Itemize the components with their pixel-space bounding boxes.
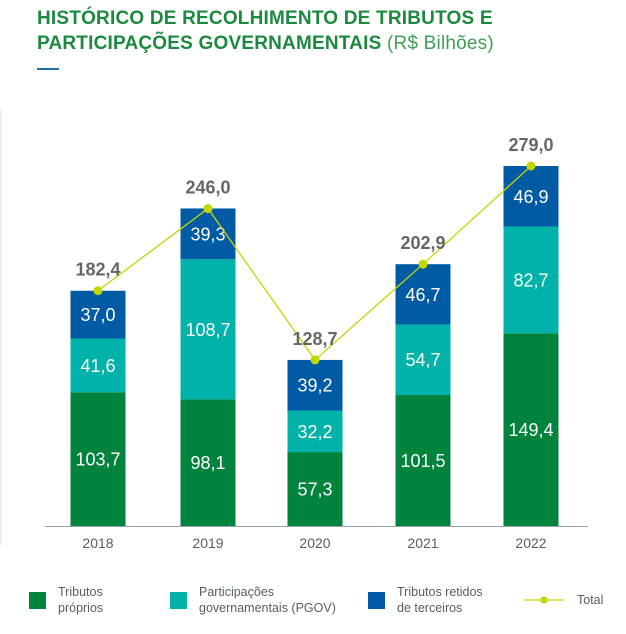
title-underline <box>37 68 59 70</box>
total-point <box>526 161 536 171</box>
legend-swatch-participacoes <box>170 592 187 609</box>
bar-segment <box>287 359 343 411</box>
total-value-label: 202,9 <box>400 233 445 253</box>
legend-label-tributos-proprios: Tributos próprios <box>58 585 104 615</box>
bar-value-label: 32,2 <box>297 422 332 442</box>
title-line-2: PARTICIPAÇÕES GOVERNAMENTAIS (R$ Bilhões… <box>37 31 617 56</box>
bar-value-label: 39,3 <box>190 224 225 244</box>
x-tick-label: 2019 <box>192 535 223 551</box>
legend-item-total: Total <box>524 592 603 608</box>
total-point <box>418 259 428 269</box>
stacked-bar-chart: 103,7 41,6 37,0 2018 98,1 108,7 39,3 2019 57,3 32… <box>0 110 588 551</box>
bar-segment <box>503 333 559 526</box>
x-tick-label: 2021 <box>407 535 438 551</box>
legend-item-participacoes: Participações governamentais (PGOV) <box>170 584 336 616</box>
title-line-2-text: PARTICIPAÇÕES GOVERNAMENTAIS <box>37 33 382 54</box>
x-tick-label: 2020 <box>299 535 330 551</box>
title-line-1: HISTÓRICO DE RECOLHIMENTO DE TRIBUTOS E <box>37 8 493 29</box>
bar-value-label: 108,7 <box>185 320 230 340</box>
bar-segment <box>395 264 451 325</box>
bar-value-label: 46,7 <box>405 285 440 305</box>
total-value-label: 182,4 <box>75 260 120 280</box>
bar-segment <box>70 392 126 526</box>
bar-value-label: 103,7 <box>75 450 120 470</box>
bar-segment <box>503 226 559 334</box>
title-unit: (R$ Bilhões) <box>386 33 494 54</box>
x-tick-label: 2018 <box>82 535 113 551</box>
bar-value-label: 98,1 <box>190 453 225 473</box>
total-value-label: 279,0 <box>508 135 553 155</box>
legend-label-total: Total <box>577 593 604 607</box>
legend-swatch-tributos-proprios <box>29 592 46 609</box>
bar-segment <box>70 338 126 393</box>
bar-value-label: 82,7 <box>513 270 548 290</box>
bar-segment <box>287 452 343 526</box>
bar-value-label: 149,4 <box>508 420 553 440</box>
legend-item-tributos-proprios: Tributos próprios <box>29 584 103 616</box>
bar-value-label: 41,6 <box>80 356 115 376</box>
total-value-label: 128,7 <box>292 329 337 349</box>
bar-value-label: 57,3 <box>297 480 332 500</box>
total-point <box>310 355 320 365</box>
legend-label-tributos-retidos: Tributos retidos de terceiros <box>397 585 483 615</box>
bar-segment <box>395 324 451 396</box>
bar-value-label: 46,9 <box>513 187 548 207</box>
bar-value-label: 39,2 <box>297 376 332 396</box>
total-point <box>203 204 213 214</box>
legend-swatch-tributos-retidos <box>368 592 385 609</box>
legend-item-tributos-retidos: Tributos retidos de terceiros <box>368 584 483 616</box>
bar-value-label: 54,7 <box>405 350 440 370</box>
bar-segment <box>180 399 236 526</box>
total-value-label: 246,0 <box>185 178 230 198</box>
legend-total-line-icon <box>524 596 564 604</box>
bar-value-label: 37,0 <box>80 305 115 325</box>
bar-segment <box>180 259 236 400</box>
legend: Tributos próprios Participações governam… <box>0 584 626 624</box>
chart-title: HISTÓRICO DE RECOLHIMENTO DE TRIBUTOS E … <box>37 6 617 56</box>
bar-segment <box>503 166 559 227</box>
bar-segment <box>287 410 343 453</box>
legend-label-participacoes: Participações governamentais (PGOV) <box>199 585 336 615</box>
bar-value-label: 101,5 <box>400 451 445 471</box>
bar-segment <box>70 290 126 339</box>
bar-segment <box>395 395 451 526</box>
x-tick-label: 2022 <box>515 535 546 551</box>
total-point <box>93 286 103 296</box>
